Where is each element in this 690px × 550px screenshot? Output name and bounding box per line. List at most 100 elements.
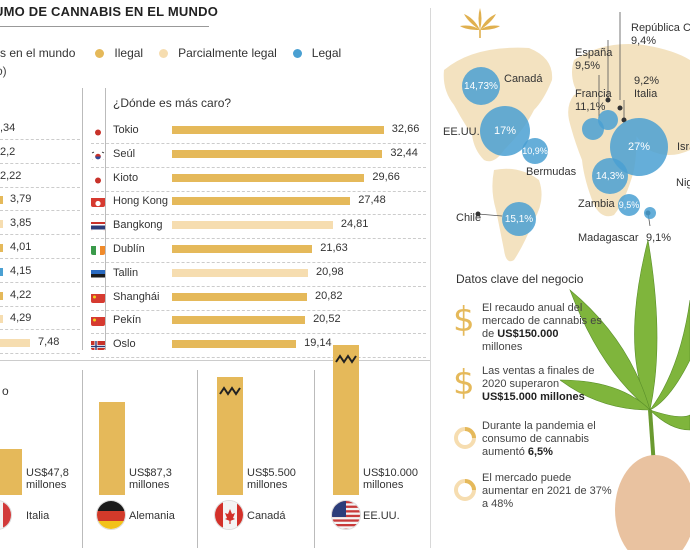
bubble-madagascar: [644, 207, 656, 219]
country-name: Madagascar: [578, 232, 639, 244]
column-divider: [430, 8, 431, 548]
country-value: 9,5%: [575, 60, 601, 72]
germany-flag-icon: [96, 500, 126, 530]
label-isr: Isra: [677, 141, 690, 154]
dollar-icon: $: [453, 300, 475, 340]
price-row: Hong Kong 27,48: [91, 192, 426, 216]
row-separator: [91, 333, 426, 335]
column-divider: [82, 370, 83, 548]
market-value: US$5.500 millones: [247, 467, 296, 491]
label-espana: España 9,5%: [575, 47, 612, 73]
market-column: [217, 377, 243, 495]
bubble-bermudas: 10,9%: [522, 138, 548, 164]
left-bar: [0, 244, 3, 252]
page-title: UMO DE CANNABIS EN EL MUNDO: [0, 4, 219, 19]
legend-swatch-illegal: [95, 48, 105, 58]
left-value: 4,22: [10, 288, 32, 301]
price-value: 20,52: [313, 313, 341, 326]
left-bar: [0, 339, 30, 348]
fact-item: El mercado puede aumentar en 2021 de 37%…: [453, 472, 613, 522]
country-name: Nig: [676, 177, 690, 189]
label-francia: Francia 11,1%: [575, 88, 612, 114]
fact-text: Durante la pandemia el consumo de cannab…: [482, 420, 596, 458]
legend-item-partial: Parcialmente legal: [159, 46, 277, 60]
city-name: Bangkong: [113, 219, 163, 232]
row-separator: [0, 234, 80, 236]
city-name: Dublín: [113, 243, 145, 255]
price-row: Kioto 29,66: [91, 169, 426, 192]
city-name: Oslo: [113, 338, 136, 351]
section-divider: [0, 360, 430, 361]
price-value: 20,82: [315, 289, 343, 302]
cannabis-leaf-logo: [460, 8, 500, 38]
thailand-flag-icon: [91, 220, 105, 232]
ring-icon: [453, 426, 477, 455]
price-value: 32,44: [390, 146, 418, 159]
column-divider: [82, 88, 83, 350]
country-name: Chile: [456, 212, 482, 224]
axis-break-icon: [335, 354, 357, 364]
label-eeuu: EE.UU.: [443, 126, 480, 139]
row-separator: [0, 329, 80, 331]
row-separator: [91, 214, 426, 216]
price-bar: [172, 245, 313, 253]
title-divider: [0, 26, 209, 27]
left-value: 4,15: [10, 264, 32, 277]
ireland-flag-icon: [91, 244, 105, 255]
facts-title: Datos clave del negocio: [456, 272, 584, 286]
price-row: Oslo 19,14: [91, 335, 426, 359]
price-row: Pekín 20,52: [91, 311, 426, 335]
china-flag-icon: [91, 315, 105, 327]
legend-label: Parcialmente legal: [178, 46, 277, 60]
bubble-chile: 15,1%: [502, 202, 536, 236]
row-separator: [0, 139, 80, 140]
row-separator: [91, 309, 426, 311]
fact-text: Las ventas a finales de 2020 superaron U…: [482, 365, 595, 403]
row-separator: [91, 357, 426, 359]
country-name: Italia: [634, 88, 658, 100]
bubble-canada: 14,73%: [462, 67, 500, 105]
label-madagascar: Madagascar: [578, 232, 639, 245]
country-name: Isra: [677, 141, 690, 153]
price-chart-title: ¿Dónde es más caro?: [113, 96, 232, 110]
fact-item: $ Las ventas a finales de 2020 superaron …: [453, 365, 613, 415]
market-country: Alemania: [129, 510, 175, 522]
hand-shape: [615, 455, 690, 550]
market-value: US$87,3 millones: [129, 467, 172, 491]
left-value: 2,22: [0, 169, 22, 182]
city-name: Hong Kong: [113, 195, 169, 208]
price-bar: [172, 173, 365, 182]
price-bar: [172, 197, 351, 206]
legend-swatch-legal: [292, 48, 302, 58]
bubble-nig: 14,3%: [592, 158, 628, 194]
fact-item: Durante la pandemia el consumo de cannab…: [453, 420, 613, 470]
price-row: Tokio 32,66: [91, 121, 426, 144]
row-separator: [91, 238, 426, 240]
bubble-eeuu: 17%: [480, 106, 530, 156]
canada-flag-icon: [214, 500, 244, 530]
row-separator: [0, 210, 80, 212]
price-value: 29,66: [372, 170, 400, 183]
price-bar: [172, 126, 384, 134]
price-value: 27,48: [358, 194, 386, 207]
price-value: 24,81: [340, 218, 369, 231]
price-value: 21,63: [320, 242, 348, 254]
city-name: Kioto: [113, 171, 139, 184]
country-name: España: [575, 47, 613, 59]
left-bar: [0, 220, 3, 229]
column-divider: [105, 88, 106, 350]
row-separator: [91, 166, 426, 168]
row-separator: [91, 285, 426, 287]
row-separator: [0, 162, 80, 164]
price-row: Seúl 32,44: [91, 145, 426, 168]
usa-flag-icon: [331, 500, 361, 530]
left-value: ,34: [0, 122, 16, 134]
axis-break-icon: [219, 386, 241, 396]
label-zambia: Zambia: [578, 198, 615, 211]
left-value: 7,48: [38, 336, 60, 349]
left-value: 4,29: [10, 312, 32, 325]
market-country: Canadá: [247, 510, 286, 522]
row-separator: [0, 353, 80, 355]
price-row: Tallin 20,98: [91, 264, 426, 287]
label-bermudas: Bermudas: [526, 166, 576, 179]
